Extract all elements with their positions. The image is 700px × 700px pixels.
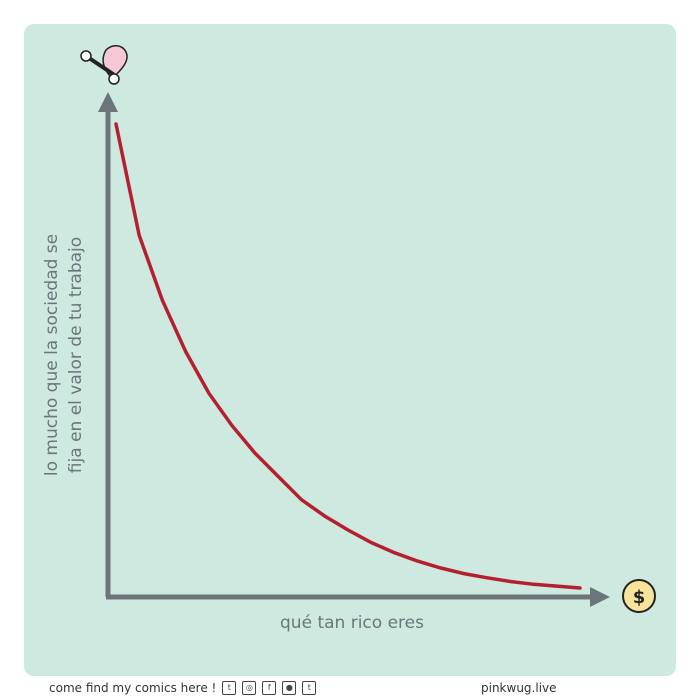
tumblr-icon[interactable]: t (302, 681, 317, 695)
chart-panel (24, 24, 676, 676)
twitter-icon[interactable]: t (222, 681, 237, 695)
x-axis-label: qué tan rico eres (280, 613, 424, 633)
footer-left-text: come find my comics here ! (49, 681, 217, 695)
x-axis-arrow (590, 587, 610, 607)
coin-symbol: $ (633, 587, 646, 608)
wrench-heart-icon (80, 45, 128, 85)
curve-line (114, 122, 582, 590)
y-axis-label-line2: fija en el valor de tu trabajo (66, 237, 86, 473)
y-axis-label-line1: lo mucho que la sociedad se (42, 234, 62, 476)
dollar-coin-icon: $ (622, 579, 656, 613)
reddit-icon[interactable]: ● (282, 681, 297, 695)
footer-left: come find my comics here ! t ◎ f ● t (49, 681, 317, 695)
facebook-icon[interactable]: f (262, 681, 277, 695)
footer: come find my comics here ! t ◎ f ● t pin… (0, 678, 700, 700)
footer-site-link[interactable]: pinkwug.live (481, 681, 557, 695)
instagram-icon[interactable]: ◎ (242, 681, 257, 695)
y-axis-arrow (98, 92, 118, 112)
